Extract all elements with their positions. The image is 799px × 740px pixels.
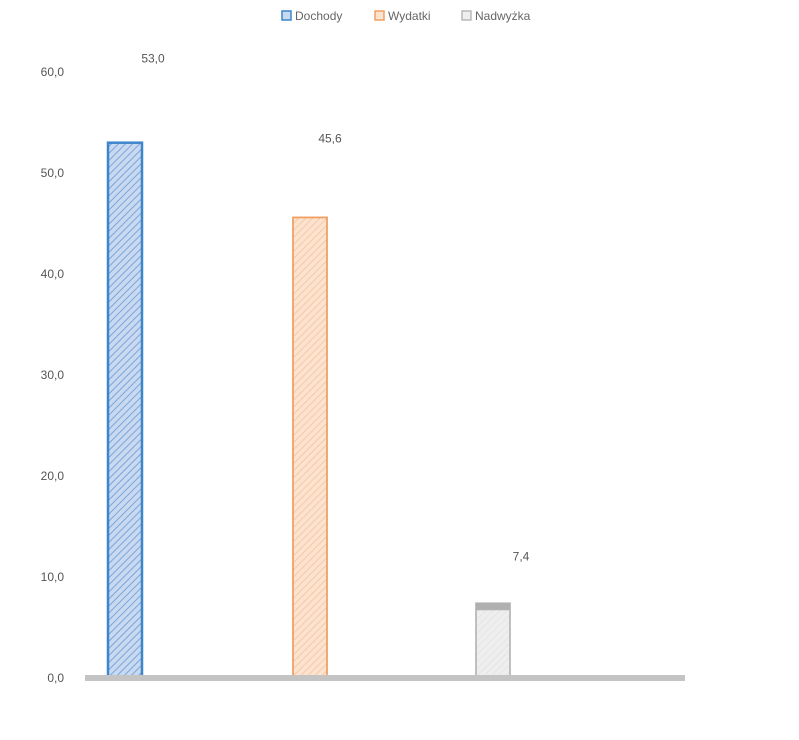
bar-3 xyxy=(475,602,511,679)
x-axis xyxy=(85,675,685,681)
y-tick-label: 20,0 xyxy=(41,469,65,483)
legend-swatch-3 xyxy=(461,10,472,21)
data-labels: 53,0 45,6 7,4 xyxy=(141,52,529,564)
data-label-1: 53,0 xyxy=(141,52,165,66)
legend-swatch-1 xyxy=(281,10,292,21)
legend-swatch-2 xyxy=(374,10,385,21)
y-tick-label: 50,0 xyxy=(41,166,65,180)
legend-label-3: Nadwyżka xyxy=(475,9,531,23)
y-tick-label: 10,0 xyxy=(41,570,65,584)
legend-label-1: Dochody xyxy=(295,9,342,23)
legend-label-2: Wydatki xyxy=(388,9,431,23)
bar-3-cap xyxy=(476,603,510,611)
y-tick-label: 30,0 xyxy=(41,368,65,382)
bar-1 xyxy=(106,141,144,680)
bar-2 xyxy=(292,216,328,679)
y-tick-label: 40,0 xyxy=(41,267,65,281)
data-label-2: 45,6 xyxy=(318,131,342,145)
data-label-3: 7,4 xyxy=(513,549,530,563)
x-axis-line xyxy=(85,675,685,681)
bars xyxy=(106,141,511,680)
y-axis-ticks: 0,0 10,0 20,0 30,0 40,0 50,0 60,0 xyxy=(41,65,65,685)
y-tick-label: 0,0 xyxy=(47,671,64,685)
legend: Dochody Wydatki Nadwyżka xyxy=(281,9,531,23)
y-tick-label: 60,0 xyxy=(41,65,65,79)
